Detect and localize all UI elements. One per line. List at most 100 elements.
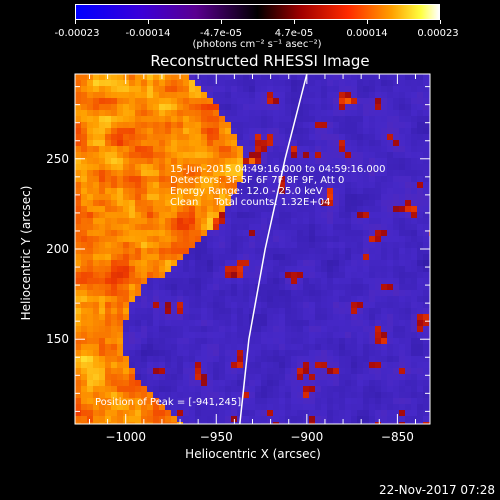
- heatmap-cell: [165, 422, 171, 424]
- heatmap-cell: [153, 416, 159, 422]
- heatmap-cell: [207, 74, 213, 80]
- heatmap-cell: [201, 362, 207, 368]
- heatmap-cell: [399, 158, 405, 164]
- heatmap-cell: [339, 386, 345, 392]
- heatmap-cell: [153, 128, 159, 134]
- heatmap-cell: [369, 374, 375, 380]
- heatmap-cell: [357, 398, 363, 404]
- heatmap-cell: [213, 248, 219, 254]
- heatmap-cell: [129, 278, 135, 284]
- heatmap-cell: [165, 212, 171, 218]
- heatmap-cell: [117, 86, 123, 92]
- heatmap-cell: [237, 128, 243, 134]
- heatmap-cell: [111, 86, 117, 92]
- peak-position-label: Position of Peak = [-941,245]: [95, 397, 242, 408]
- heatmap-cell: [321, 176, 327, 182]
- heatmap-cell: [381, 404, 387, 410]
- heatmap-cell: [231, 374, 237, 380]
- heatmap-cell: [255, 248, 261, 254]
- heatmap-cell: [153, 98, 159, 104]
- heatmap-cell: [333, 332, 339, 338]
- heatmap-cell: [291, 86, 297, 92]
- heatmap-cell: [135, 194, 141, 200]
- heatmap-cell: [315, 170, 321, 176]
- heatmap-cell: [375, 242, 381, 248]
- heatmap-cell: [93, 296, 99, 302]
- heatmap-cell: [369, 176, 375, 182]
- heatmap-cell: [285, 236, 291, 242]
- heatmap-cell: [273, 116, 279, 122]
- heatmap-cell: [297, 164, 303, 170]
- heatmap-cell: [369, 116, 375, 122]
- heatmap-cell: [201, 140, 207, 146]
- heatmap-cell: [351, 422, 357, 424]
- heatmap-cell: [267, 188, 273, 194]
- heatmap-cell: [231, 98, 237, 104]
- heatmap-cell: [81, 236, 87, 242]
- heatmap-cell: [363, 74, 369, 80]
- heatmap-cell: [207, 416, 213, 422]
- heatmap-cell: [87, 284, 93, 290]
- heatmap-cell: [81, 278, 87, 284]
- heatmap-cell: [111, 260, 117, 266]
- heatmap-cell: [237, 74, 243, 80]
- heatmap-cell: [375, 320, 381, 326]
- heatmap-cell: [231, 218, 237, 224]
- heatmap-cell: [135, 284, 141, 290]
- heatmap-cell: [165, 206, 171, 212]
- heatmap-cell: [189, 416, 195, 422]
- heatmap-cell: [189, 164, 195, 170]
- heatmap-cell: [405, 386, 411, 392]
- heatmap-cell: [303, 350, 309, 356]
- heatmap-cell: [177, 272, 183, 278]
- heatmap-cell: [309, 416, 315, 422]
- heatmap-cell: [249, 314, 255, 320]
- heatmap-cell: [375, 176, 381, 182]
- heatmap-cell: [345, 134, 351, 140]
- heatmap-cell: [369, 104, 375, 110]
- heatmap-cell: [141, 134, 147, 140]
- heatmap-cell: [141, 200, 147, 206]
- heatmap-cell: [243, 194, 249, 200]
- heatmap-cell: [303, 356, 309, 362]
- heatmap-cell: [225, 104, 231, 110]
- heatmap-cell: [129, 290, 135, 296]
- heatmap-cell: [279, 350, 285, 356]
- heatmap-cell: [333, 224, 339, 230]
- heatmap-cell: [315, 206, 321, 212]
- heatmap-cell: [387, 164, 393, 170]
- heatmap-cell: [363, 236, 369, 242]
- heatmap-cell: [111, 308, 117, 314]
- heatmap-cell: [333, 164, 339, 170]
- heatmap-cell: [189, 176, 195, 182]
- heatmap-cell: [147, 146, 153, 152]
- heatmap-cell: [249, 338, 255, 344]
- heatmap-cell: [99, 98, 105, 104]
- heatmap-cell: [153, 368, 159, 374]
- heatmap-cell: [87, 74, 93, 80]
- heatmap-cell: [279, 404, 285, 410]
- heatmap-cell: [327, 380, 333, 386]
- heatmap-cell: [207, 146, 213, 152]
- heatmap-cell: [399, 314, 405, 320]
- heatmap-cell: [267, 140, 273, 146]
- heatmap-cell: [243, 302, 249, 308]
- heatmap-cell: [219, 110, 225, 116]
- heatmap-cell: [309, 362, 315, 368]
- heatmap-cell: [225, 230, 231, 236]
- heatmap-cell: [237, 236, 243, 242]
- heatmap-cell: [165, 284, 171, 290]
- heatmap-cell: [261, 272, 267, 278]
- heatmap-cell: [417, 308, 423, 314]
- heatmap-cell: [423, 320, 429, 326]
- heatmap-cell: [129, 122, 135, 128]
- heatmap-cell: [261, 128, 267, 134]
- heatmap-cell: [99, 152, 105, 158]
- heatmap-cell: [207, 398, 213, 404]
- heatmap-cell: [393, 308, 399, 314]
- heatmap-cell: [381, 86, 387, 92]
- heatmap-cell: [345, 374, 351, 380]
- heatmap-cell: [417, 380, 423, 386]
- heatmap-cell: [249, 158, 255, 164]
- heatmap-cell: [405, 248, 411, 254]
